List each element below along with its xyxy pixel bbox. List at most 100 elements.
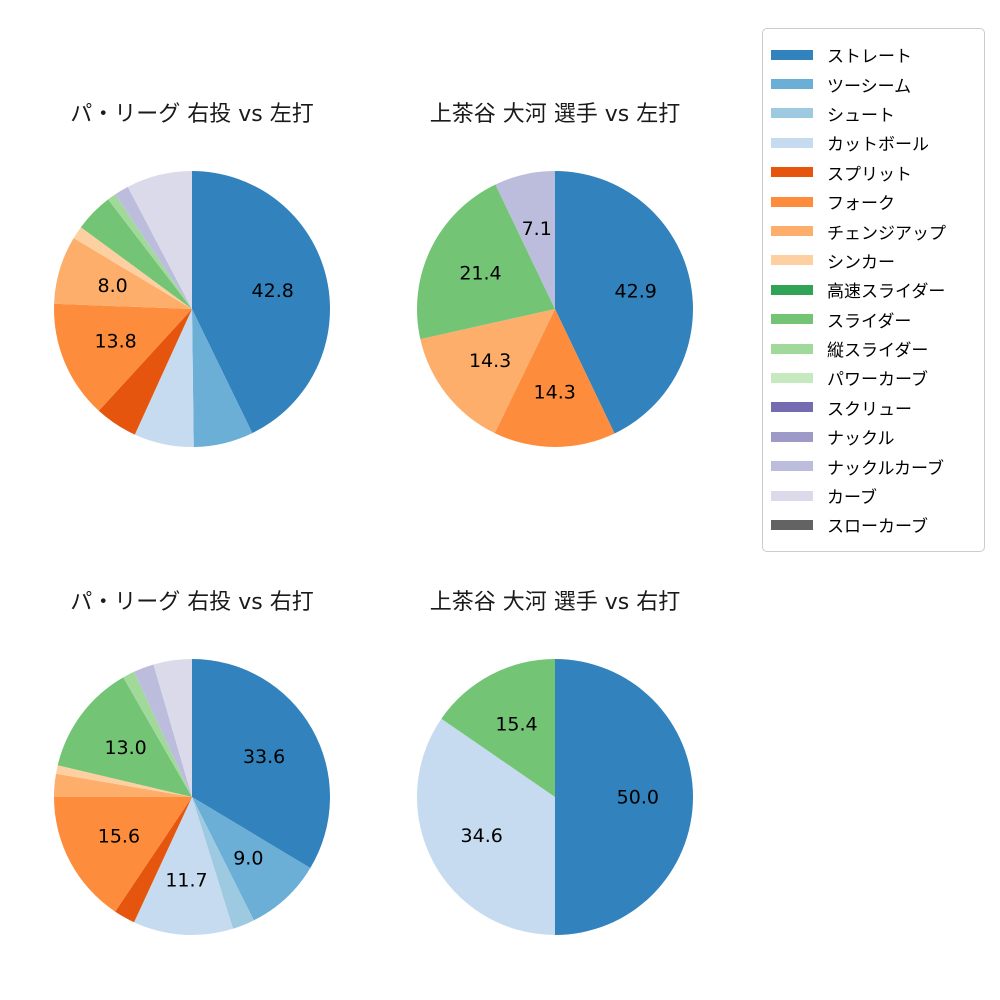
pie-chart-pa-league-vs-rhb: 33.6 9.0 11.7 15.6 13.0 (52, 657, 332, 937)
pie-wedge (416, 184, 555, 340)
pie-wedge (494, 309, 615, 447)
chart-title-player-vs-rhb: 上茶谷 大河 選手 vs 右打 (429, 590, 681, 615)
legend-label: スクリュー (827, 399, 912, 420)
legend-swatch (771, 402, 813, 413)
legend-item: スクリュー (763, 393, 978, 422)
legend-swatch (771, 255, 813, 266)
wedge-value-label: 42.8 (252, 280, 294, 302)
wedge-value-label: 34.6 (461, 825, 503, 847)
legend-swatch (771, 431, 813, 442)
legend-label: ナックル (827, 429, 895, 450)
legend-label: ツーシーム (827, 76, 912, 97)
pie-wedge (134, 309, 194, 448)
legend-swatch (771, 343, 813, 354)
wedge-value-label: 7.1 (522, 218, 552, 240)
legend-label: 高速スライダー (827, 282, 946, 303)
wedge-value-label: 42.9 (615, 280, 657, 302)
legend-item: チェンジアップ (763, 216, 978, 245)
legend-swatch (771, 79, 813, 90)
legend-swatch (771, 372, 813, 383)
legend-box: ストレートツーシームシュートカットボール スプリットフォークチェンジアップ シンカー… (762, 28, 985, 552)
pie-wedge (55, 765, 193, 797)
legend-item: スプリット (763, 158, 978, 187)
legend-item: 高速スライダー (763, 275, 978, 304)
legend-item: スライダー (763, 305, 978, 334)
pie-wedge (192, 171, 331, 434)
legend-swatch (771, 284, 813, 295)
legend-swatch (771, 226, 813, 237)
legend-label: シンカー (827, 252, 895, 273)
legend-label: スプリット (827, 164, 912, 185)
legend-label: ストレート (827, 47, 912, 68)
legend-item: カットボール (763, 128, 978, 157)
chart-title-player-vs-lhb: 上茶谷 大河 選手 vs 左打 (429, 102, 681, 127)
legend-item: ストレート (763, 40, 978, 69)
pie-wedge (192, 797, 254, 929)
pie-wedge (127, 171, 192, 309)
pie-wedge (54, 303, 192, 411)
legend-swatch (771, 519, 813, 530)
wedge-value-label: 15.6 (98, 826, 140, 848)
pie-wedge (108, 194, 192, 309)
legend-item: シュート (763, 99, 978, 128)
wedge-value-label: 14.3 (534, 381, 576, 403)
legend-swatch (771, 490, 813, 501)
legend-item: カーブ (763, 481, 978, 510)
legend-label: カーブ (827, 488, 877, 509)
wedge-value-label: 21.4 (459, 262, 501, 284)
pie-wedge (192, 797, 311, 921)
pie-wedge (57, 677, 193, 797)
legend-swatch (771, 314, 813, 325)
pie-wedge (555, 659, 693, 935)
legend-label: シュート (827, 105, 895, 126)
wedge-value-label: 33.6 (243, 746, 285, 768)
legend-label: フォーク (827, 194, 895, 215)
pie-wedge (495, 171, 555, 309)
pie-wedge (416, 718, 555, 935)
legend-item: 縦スライダー (763, 334, 978, 363)
pie-wedge (134, 664, 192, 797)
legend-swatch (771, 196, 813, 207)
legend-swatch (771, 167, 813, 178)
wedge-value-label: 9.0 (233, 847, 263, 869)
legend-item: ツーシーム (763, 69, 978, 98)
legend-label: ナックルカーブ (827, 458, 944, 479)
wedge-value-label: 8.0 (97, 275, 127, 297)
pie-svg: 50.0 34.6 15.4 (416, 659, 693, 935)
chart-title-pa-league-vs-rhb: パ・リーグ 右投 vs 右打 (70, 590, 314, 615)
pie-chart-player-vs-rhb: 50.0 34.6 15.4 (415, 657, 695, 937)
pie-wedge (192, 659, 330, 868)
pie-wedge (134, 797, 233, 935)
wedge-value-label: 15.4 (495, 713, 537, 735)
pie-svg: 33.6 9.0 11.7 15.6 13.0 (54, 659, 330, 935)
legend-label: チェンジアップ (827, 223, 946, 244)
legend-swatch (771, 108, 813, 119)
wedge-value-label: 13.8 (94, 331, 136, 353)
pie-wedge (555, 171, 693, 434)
legend-swatch (771, 137, 813, 148)
legend-label: 縦スライダー (827, 341, 929, 362)
pie-wedge (80, 199, 192, 309)
pie-wedge (123, 671, 192, 797)
pie-wedge (98, 309, 192, 435)
legend-item: ナックル (763, 422, 978, 451)
pie-wedge (73, 227, 192, 309)
pie-wedge (441, 659, 555, 797)
wedge-value-label: 13.0 (104, 737, 146, 759)
pie-wedge (54, 773, 192, 797)
pie-wedge (115, 797, 192, 923)
wedge-value-label: 50.0 (617, 787, 659, 809)
legend-label: スライダー (827, 311, 912, 332)
legend-label: パワーカーブ (827, 370, 928, 391)
pie-chart-pa-league-vs-lhb: 42.8 13.8 8.0 (52, 169, 332, 449)
legend-label: カットボール (827, 135, 929, 156)
legend-swatch (771, 461, 813, 472)
pie-wedge (153, 659, 192, 797)
legend-item: シンカー (763, 246, 978, 275)
pie-wedge (54, 797, 192, 912)
pie-svg: 42.9 14.3 14.3 21.4 7.1 (416, 171, 693, 447)
legend-item: フォーク (763, 187, 978, 216)
pie-svg: 42.8 13.8 8.0 (54, 171, 331, 448)
legend-swatch (771, 49, 813, 60)
